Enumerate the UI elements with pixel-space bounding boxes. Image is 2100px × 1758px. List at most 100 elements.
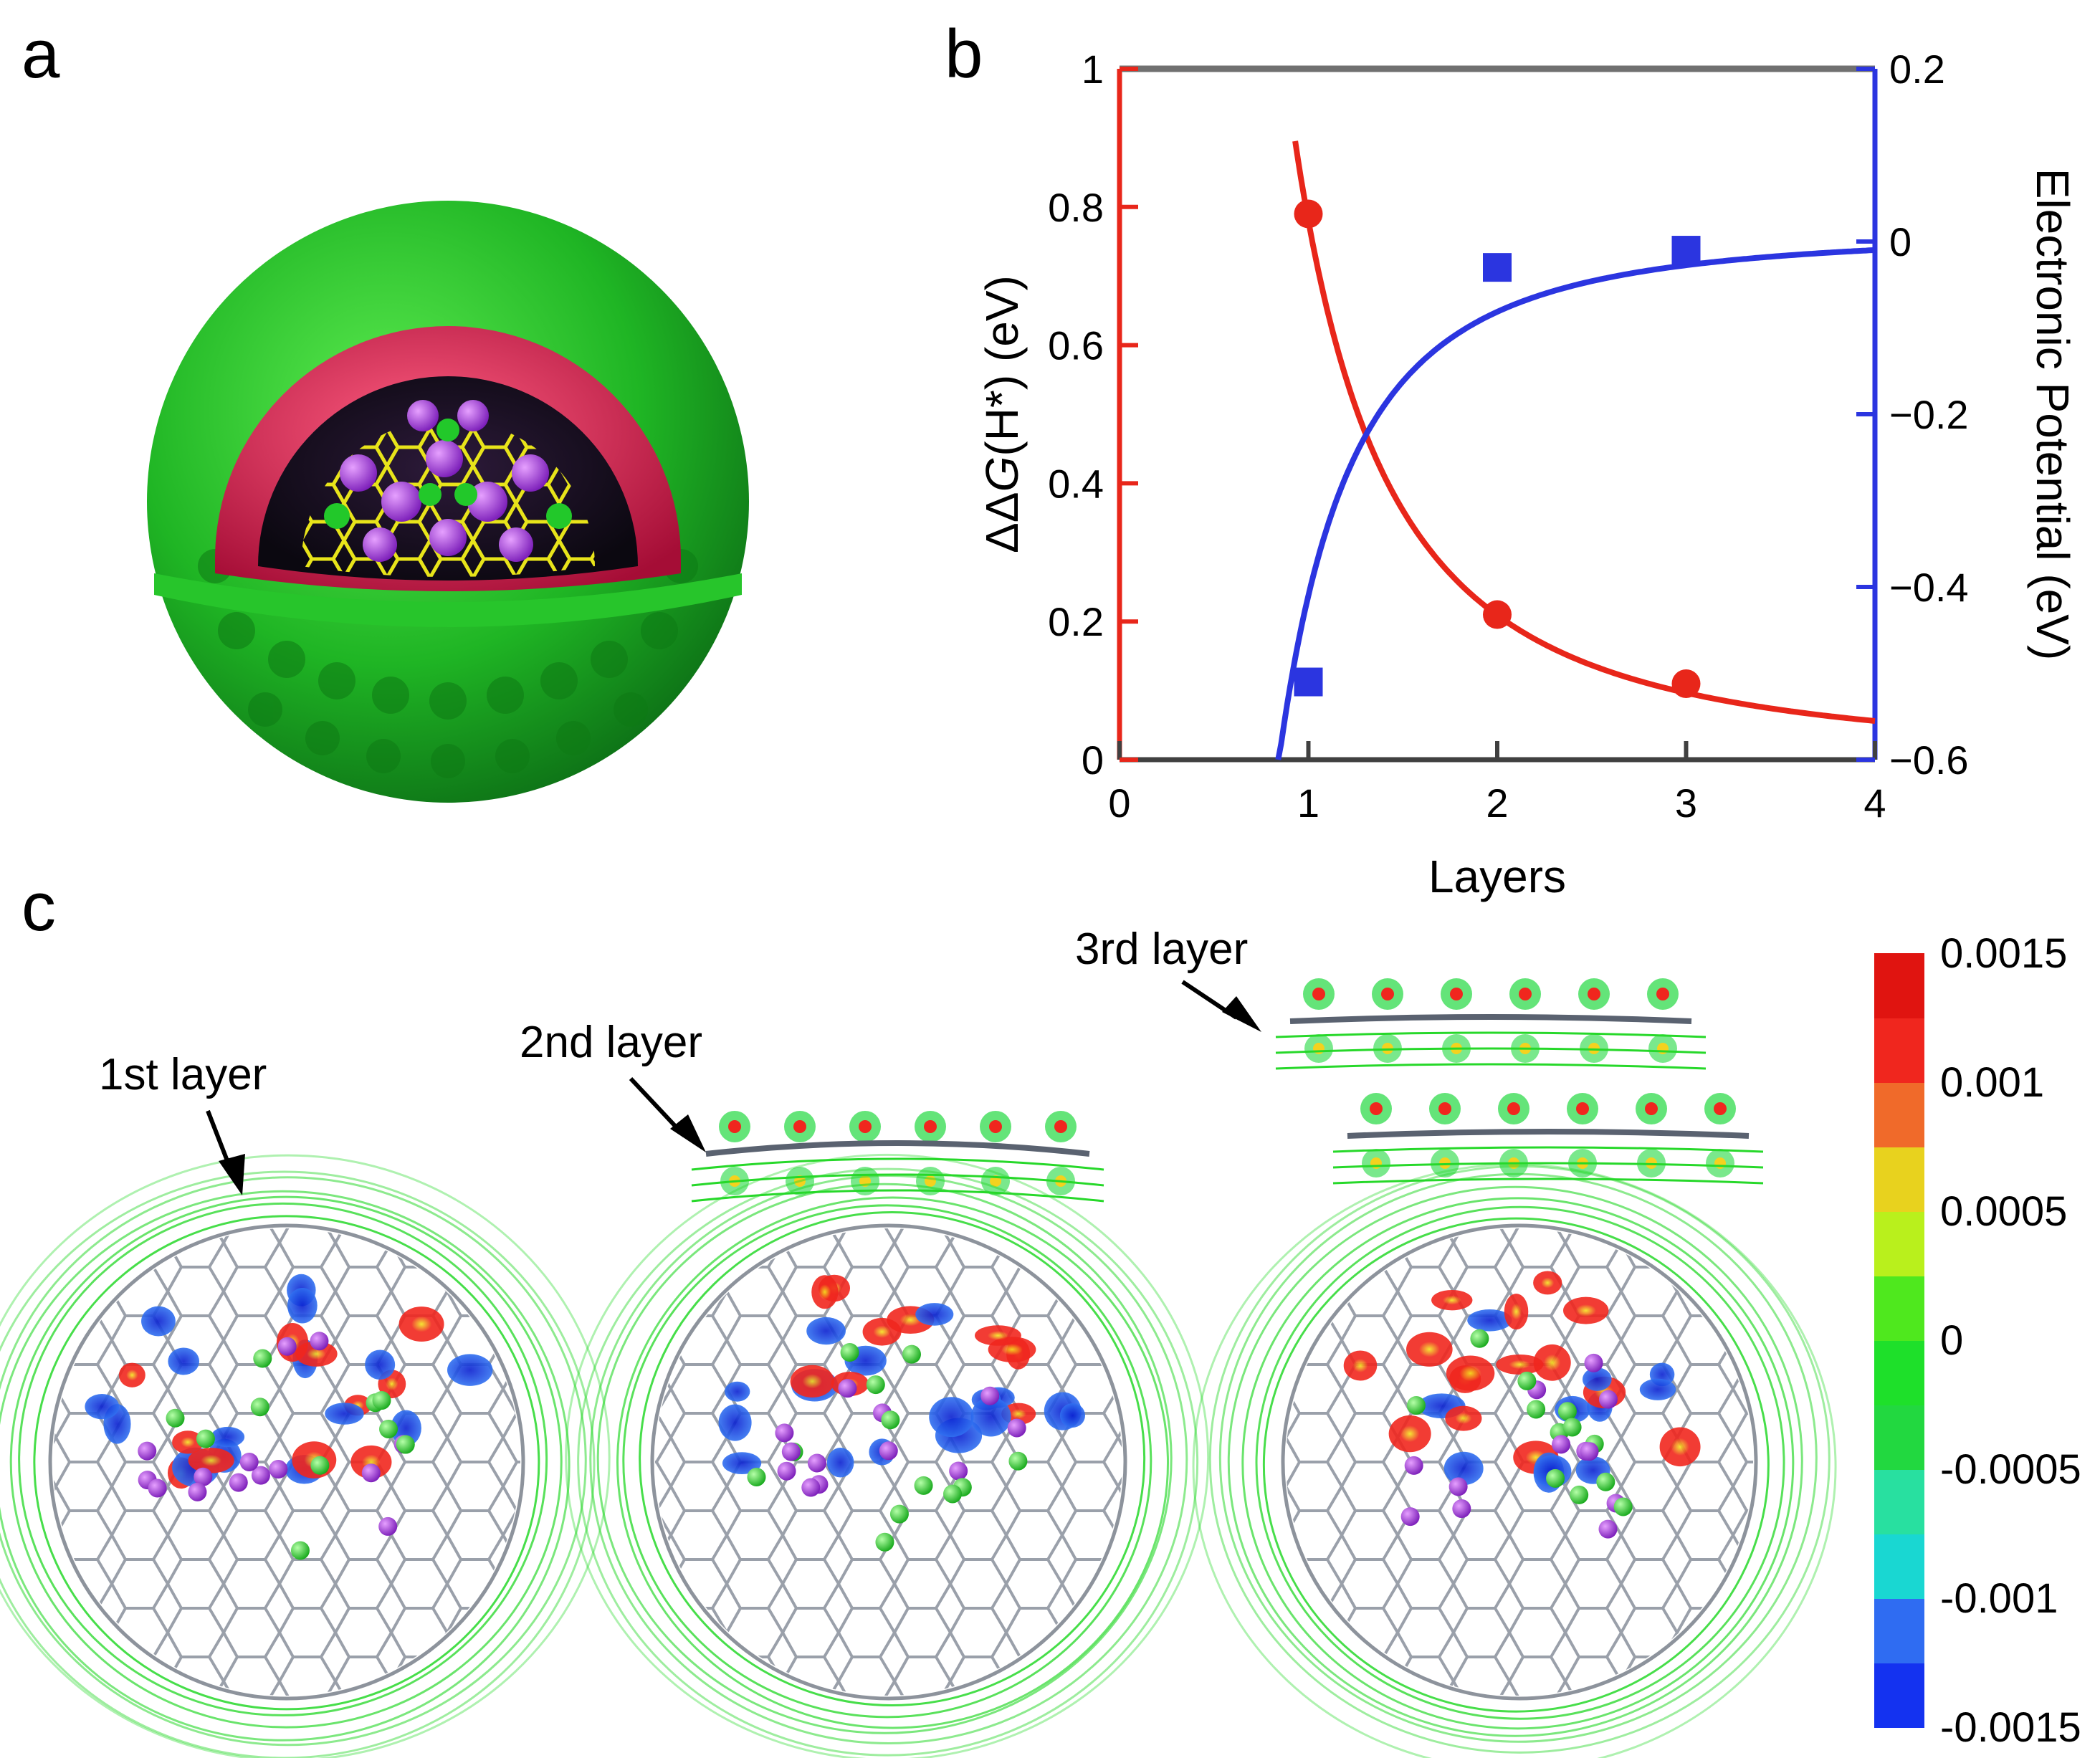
- colorbar-segment: [1874, 1018, 1924, 1083]
- charge-density-slices: [0, 978, 1837, 1758]
- purple-atom: [378, 1516, 398, 1536]
- colorbar-tick-label: -0.0015: [1940, 1704, 2081, 1751]
- colorbar-segment: [1874, 1469, 1924, 1534]
- purple-atom: [194, 1467, 213, 1486]
- purple-atom: [310, 1332, 329, 1351]
- y-tick-label: 0.6: [1048, 323, 1104, 368]
- sheet-density-core: [859, 1120, 872, 1133]
- colorbar-segment: [1874, 1663, 1924, 1728]
- sheet-density-core: [1507, 1102, 1520, 1115]
- plot-area: [1120, 69, 1875, 760]
- arrowhead-3rd-layer: [1222, 996, 1261, 1032]
- slice-2nd-layer: [565, 1154, 1209, 1758]
- contour-ring: [0, 1154, 611, 1758]
- positive-density-blob: [1533, 1271, 1562, 1295]
- green-atom: [914, 1476, 933, 1495]
- sheet-density-core: [1370, 1102, 1383, 1115]
- contour-ring: [1262, 1217, 1770, 1713]
- y-tick-label: 0.2: [1048, 599, 1104, 644]
- negative-density-blob: [722, 1452, 762, 1475]
- positive-density-blob: [1406, 1332, 1453, 1367]
- contour-ring: [33, 1215, 540, 1711]
- negative-density-blob: [1443, 1451, 1484, 1486]
- negative-density-blob: [929, 1397, 974, 1438]
- sheet-contour: [691, 1173, 1104, 1187]
- sheet-density-core: [1714, 1102, 1727, 1115]
- negative-density-blob: [365, 1349, 396, 1380]
- sheet-density-core: [1657, 1043, 1669, 1054]
- panel-label-b: b: [945, 16, 983, 92]
- colorbar-segment: [1874, 1276, 1924, 1341]
- sheet-density-core: [1656, 988, 1669, 1000]
- sheet-density-core: [1370, 1157, 1382, 1169]
- contour-ring: [1218, 1172, 1818, 1743]
- purple-atom: [239, 1452, 259, 1471]
- green-atom: [1570, 1485, 1589, 1504]
- negative-density-blob: [970, 1397, 1011, 1437]
- chart-b: 0 1 2 3 4 0 0.2 0.4 0.6 0.8 1 −0.6 −0.4 −0.2 0 0.2 La…: [976, 47, 2078, 902]
- colorbar: 0.0015 0.001 0.0005 0 -0.0005 -0.001 -0.0015: [1874, 930, 2081, 1751]
- negative-density-blob: [1059, 1403, 1086, 1428]
- positive-density-blob: [1431, 1289, 1473, 1311]
- callout-3rd-layer: 3rd layer: [1075, 925, 1248, 974]
- data-point-circle: [1671, 669, 1701, 698]
- y-tick-label: 0: [1082, 737, 1104, 783]
- purple-atom: [775, 1423, 794, 1443]
- negative-density-blob: [725, 1381, 750, 1402]
- green-atom: [1557, 1402, 1577, 1421]
- purple-atom: [361, 1463, 381, 1483]
- contour-ring: [639, 1210, 1146, 1706]
- contour-ring: [565, 1154, 1209, 1758]
- contour-ring: [1241, 1197, 1795, 1730]
- x-axis-title: Layers: [1428, 851, 1566, 902]
- contour-ring: [596, 1183, 1173, 1734]
- positive-density-blob: [1659, 1427, 1701, 1467]
- green-atom: [196, 1429, 215, 1448]
- purple-core-atoms: [340, 400, 549, 562]
- green-atom: [310, 1456, 330, 1475]
- contour-ring: [622, 1204, 1152, 1719]
- y2-tick-label: 0: [1889, 219, 1912, 264]
- contour-ring: [9, 1195, 563, 1729]
- green-atom: [1470, 1329, 1489, 1348]
- green-atom: [881, 1410, 900, 1430]
- panel-label-c: c: [22, 869, 56, 945]
- purple-atom: [980, 1386, 1000, 1405]
- cage-hex-mesh: [53, 1228, 520, 1696]
- green-atom: [1517, 1371, 1537, 1390]
- arrowhead-1st-layer: [219, 1154, 245, 1195]
- negative-density-blob: [168, 1347, 200, 1375]
- purple-atom: [1598, 1390, 1618, 1409]
- green-atom: [1527, 1400, 1546, 1419]
- contour-ring: [0, 1176, 587, 1747]
- purple-atom: [269, 1460, 288, 1479]
- y2-axis-title: Electronic Potential (eV): [2027, 168, 2078, 661]
- positive-density-blob: [1533, 1344, 1571, 1381]
- contour-ring: [1208, 1165, 1831, 1754]
- graphene-sheet: [1347, 1129, 1750, 1139]
- shell-illustration: [147, 201, 749, 803]
- slice-3rd-layer: [1192, 1163, 1837, 1758]
- sheet-contour: [1332, 1146, 1764, 1153]
- purple-atom: [1584, 1353, 1603, 1372]
- colorbar-segment: [1874, 1598, 1924, 1663]
- green-atom: [290, 1541, 310, 1560]
- green-atom: [166, 1408, 185, 1428]
- negative-density-blob: [1467, 1309, 1512, 1332]
- y2-tick-label: 0.2: [1889, 47, 1945, 92]
- purple-atom: [777, 1461, 796, 1481]
- y-axis-title: ΔΔG(H*) (eV): [976, 275, 1028, 553]
- purple-atom: [781, 1442, 801, 1461]
- y2-tick-label: −0.2: [1889, 392, 1969, 437]
- green-atom: [250, 1398, 269, 1417]
- positive-density-blob: [790, 1365, 834, 1398]
- sheet-contour: [1275, 1047, 1707, 1054]
- sheet-density-core: [1714, 1157, 1726, 1169]
- green-atom: [1596, 1472, 1615, 1491]
- purple-atom: [1598, 1519, 1618, 1539]
- colorbar-segment: [1874, 1147, 1924, 1212]
- green-atom: [1546, 1468, 1565, 1488]
- red-fit-curve: [1292, 140, 1876, 724]
- sheet-contour: [1275, 1063, 1707, 1070]
